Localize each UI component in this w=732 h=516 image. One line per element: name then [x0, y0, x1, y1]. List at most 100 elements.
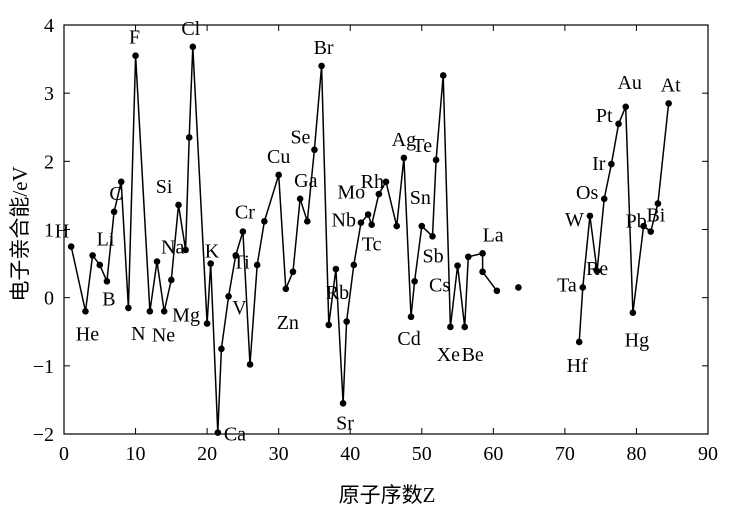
element-label-ti: Ti: [233, 251, 251, 273]
data-point: [182, 246, 189, 254]
element-label-rb: Rb: [326, 282, 349, 304]
data-point: [665, 100, 672, 107]
data-point: [575, 338, 583, 346]
data-point: [225, 293, 232, 300]
element-label-se: Se: [290, 127, 310, 149]
data-point: [103, 278, 111, 285]
data-point: [282, 285, 290, 293]
data-point: [640, 222, 647, 230]
data-point: [296, 195, 304, 203]
element-label-cs: Cs: [429, 275, 450, 297]
element-label-v: V: [232, 297, 247, 319]
data-point: [622, 103, 630, 111]
data-point: [253, 261, 261, 269]
data-point: [218, 345, 225, 353]
element-label-mo: Mo: [337, 182, 365, 204]
data-point: [67, 243, 75, 250]
x-tick-label: 20: [197, 443, 217, 465]
element-label-rh: Rh: [361, 171, 384, 193]
data-point: [479, 268, 486, 276]
x-tick-label: 50: [412, 443, 432, 465]
data-point: [515, 284, 522, 291]
element-label-hg: Hg: [625, 330, 649, 352]
data-point: [382, 178, 390, 186]
y-tick-label: 3: [44, 83, 54, 105]
element-label-br: Br: [314, 37, 334, 59]
x-tick-label: 40: [340, 443, 360, 465]
data-point: [189, 43, 197, 51]
element-label-sb: Sb: [423, 245, 444, 267]
series-line: [70, 46, 498, 434]
data-point: [600, 195, 608, 203]
data-point: [464, 253, 472, 261]
data-point: [117, 178, 125, 186]
element-label-cd: Cd: [397, 328, 420, 350]
data-points: [67, 43, 672, 436]
data-point: [579, 284, 587, 291]
x-tick-label: 70: [555, 443, 575, 465]
data-point: [239, 228, 247, 235]
data-point: [461, 323, 469, 331]
data-point: [246, 361, 254, 368]
y-tick-label: 4: [44, 15, 54, 37]
data-point: [364, 211, 372, 218]
data-point: [214, 429, 222, 436]
data-point: [400, 154, 408, 162]
element-label-he: He: [76, 323, 99, 345]
element-label-au: Au: [617, 72, 641, 94]
data-point: [629, 309, 637, 316]
data-point: [185, 134, 193, 141]
element-label-cr: Cr: [235, 202, 255, 224]
data-point: [375, 190, 383, 198]
data-point: [454, 262, 461, 269]
element-label-tc: Tc: [362, 234, 382, 256]
data-point: [96, 261, 104, 269]
y-tick-label: 0: [44, 288, 54, 310]
data-point: [325, 321, 333, 329]
data-point: [411, 278, 418, 285]
data-point: [447, 323, 454, 331]
data-point: [89, 252, 96, 259]
y-tick-label: −1: [33, 356, 54, 378]
data-point: [339, 400, 347, 407]
element-label-li: Li: [97, 228, 115, 250]
data-point: [203, 320, 211, 327]
plot-frame: [63, 24, 709, 435]
element-label-na: Na: [161, 237, 184, 259]
element-label-bi: Bi: [646, 205, 665, 227]
data-point: [175, 201, 182, 209]
element-label-be: Be: [462, 344, 484, 366]
data-point: [261, 218, 268, 225]
data-point: [207, 260, 214, 267]
data-point: [132, 52, 139, 59]
data-point: [332, 265, 340, 273]
element-label-zn: Zn: [277, 312, 299, 334]
data-point: [432, 156, 440, 164]
element-label-cl: Cl: [181, 18, 200, 40]
axes: 0 10 20 30 40 50 60 70 80 90 −2 −1 0 1 2 3 4: [33, 15, 718, 465]
x-tick-label: 10: [126, 443, 146, 465]
data-point: [303, 218, 311, 225]
data-point: [146, 308, 154, 315]
element-label-ga: Ga: [294, 170, 317, 192]
x-tick-label: 80: [626, 443, 646, 465]
data-point: [429, 233, 436, 240]
element-label-ca: Ca: [224, 424, 246, 446]
data-point: [311, 146, 318, 154]
point-labels: H He Li B C N F Ne Na Mg Si Cl K Ca V Ti Cr Cu Zn Ga Se Br Rb S…: [55, 18, 681, 446]
element-label-si: Si: [156, 176, 173, 198]
data-point: [82, 308, 89, 315]
element-label-pb: Pb: [626, 211, 647, 233]
data-point: [407, 313, 415, 321]
data-point: [343, 318, 350, 325]
data-point: [160, 308, 168, 315]
x-tick-label: 90: [698, 443, 718, 465]
y-axis-label: 电子亲合能/eV: [8, 166, 32, 301]
data-point: [647, 228, 655, 235]
element-label-nb: Nb: [332, 210, 356, 232]
data-point: [608, 160, 615, 168]
data-point: [289, 268, 297, 276]
data-point: [654, 200, 662, 207]
element-label-sr: Sr: [336, 412, 354, 434]
data-point: [493, 287, 501, 295]
